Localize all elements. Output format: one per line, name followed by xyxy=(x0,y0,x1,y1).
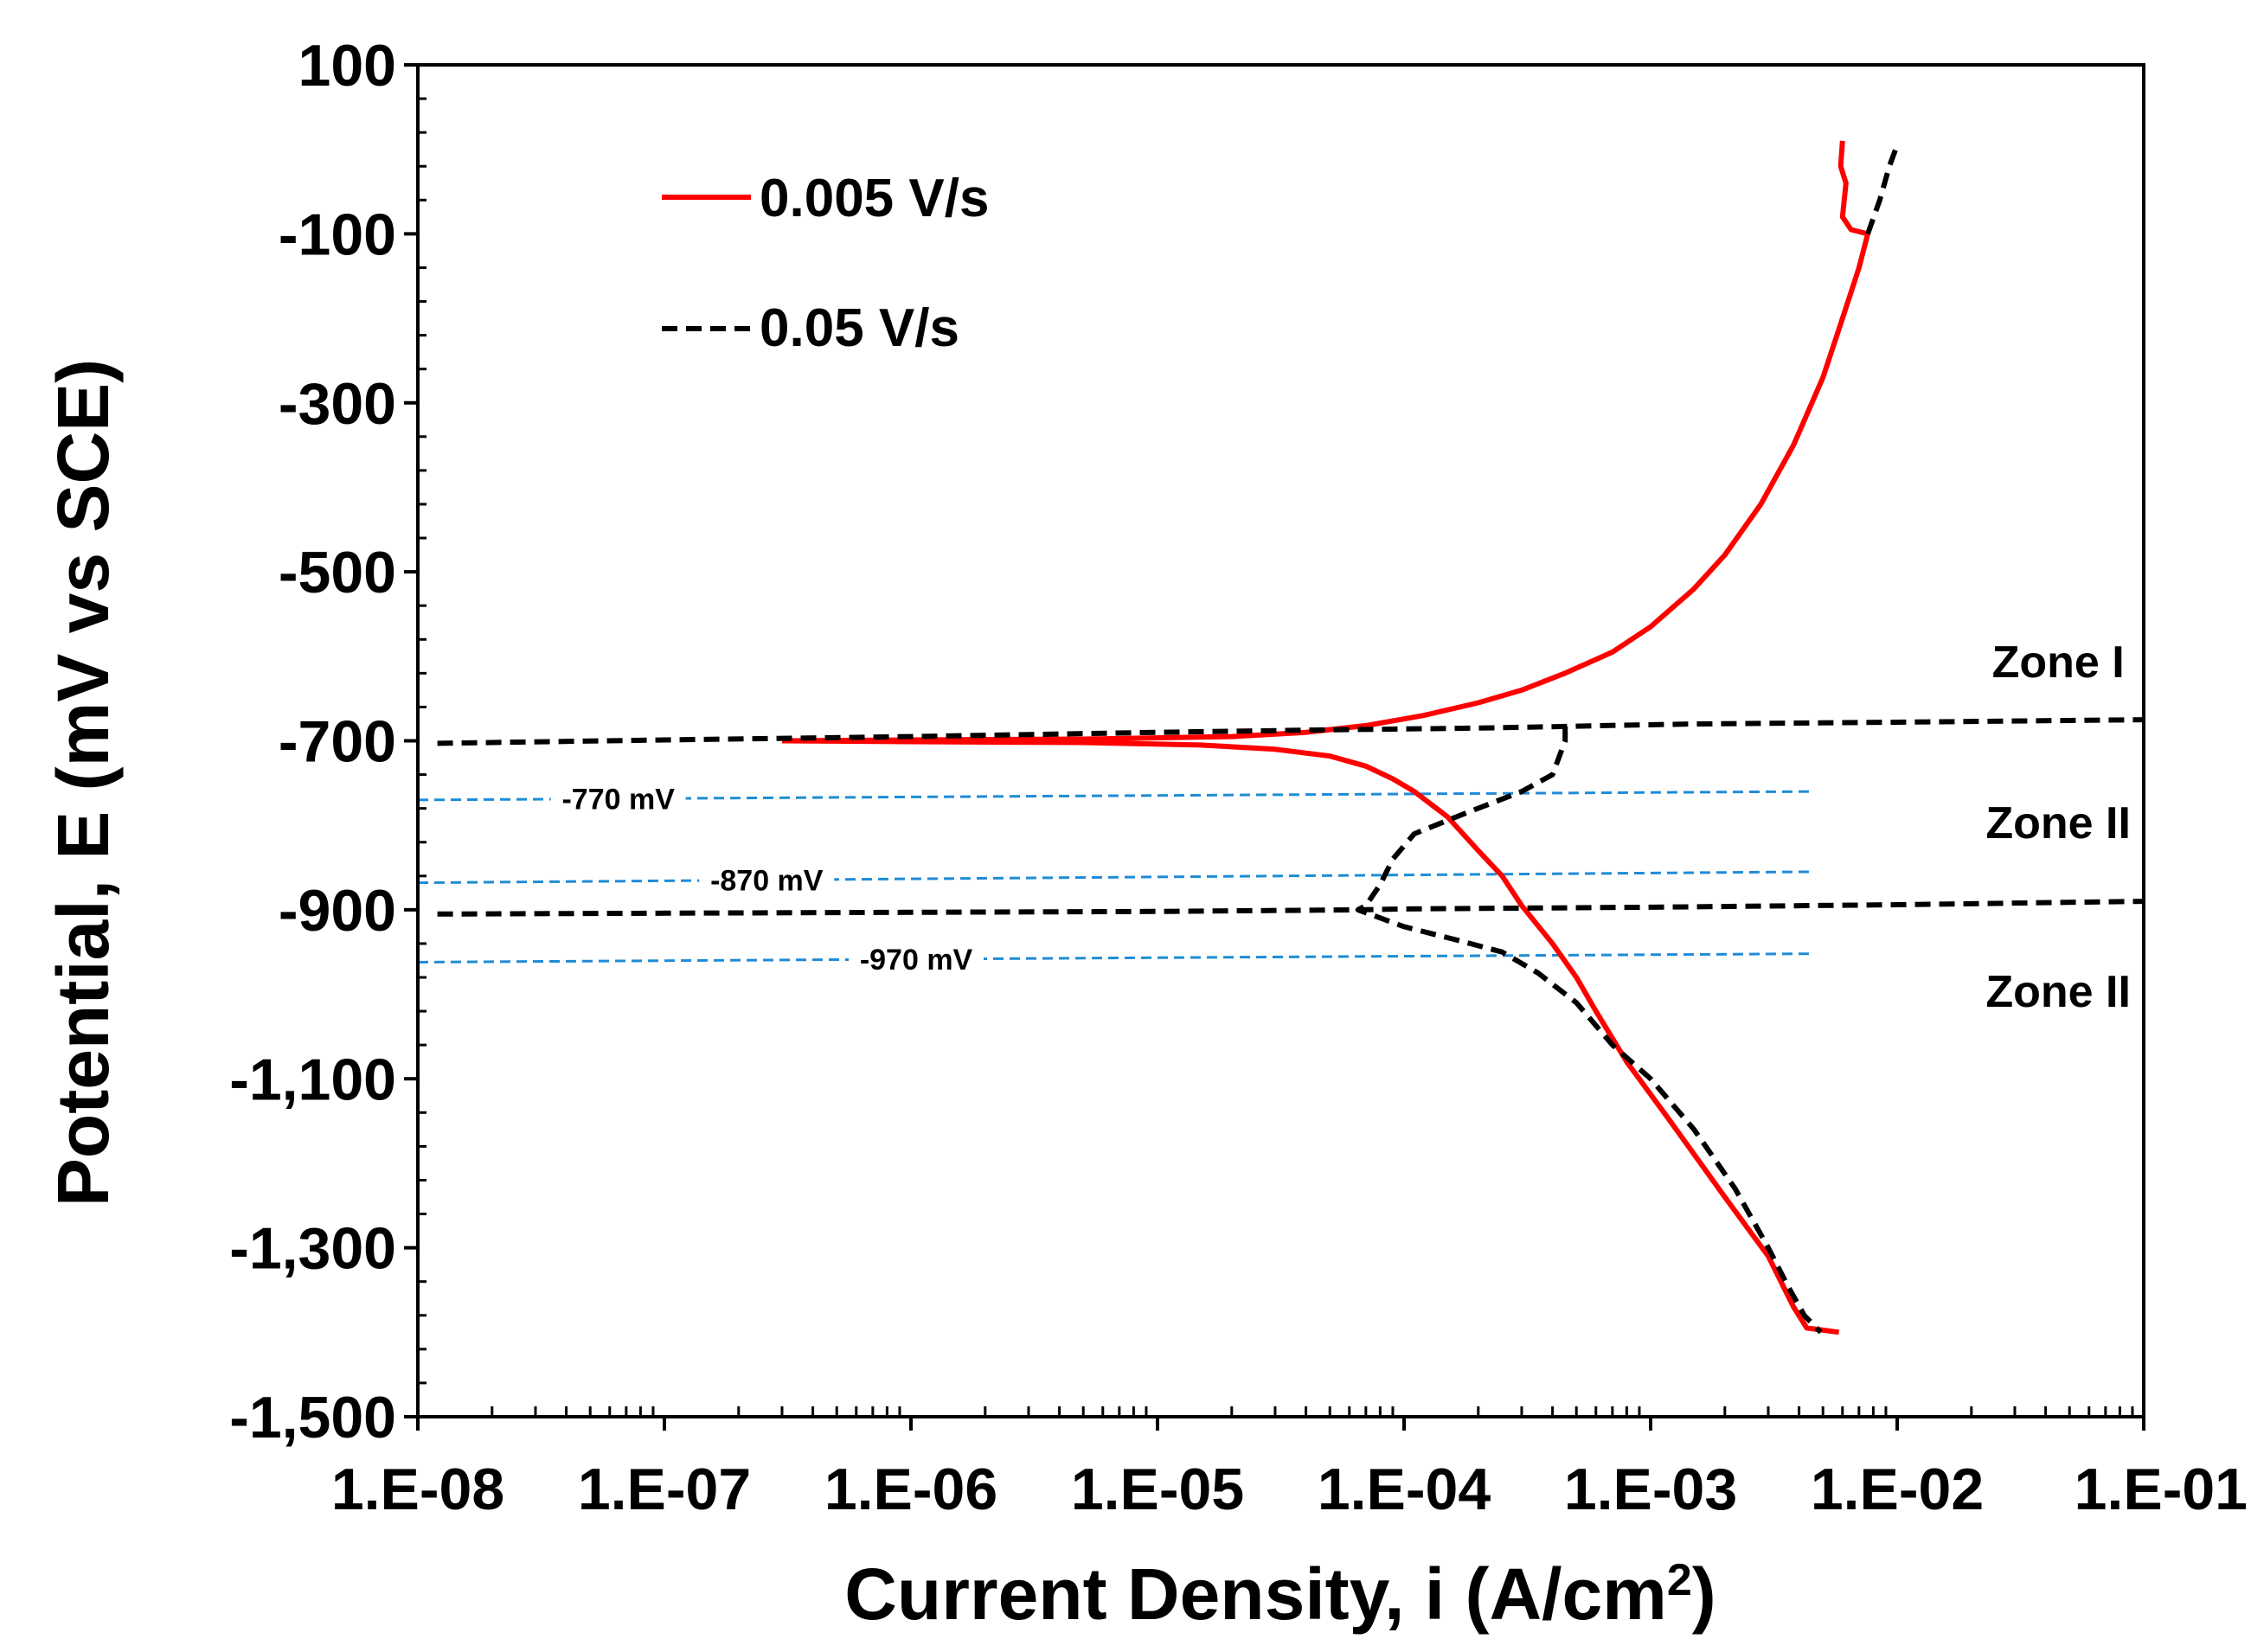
guide-label-background xyxy=(699,861,835,898)
y-tick-label: -700 xyxy=(279,709,396,775)
x-tick-label: 1.E-07 xyxy=(578,1457,751,1522)
x-axis-title-superscript: 2 xyxy=(1667,1555,1692,1605)
x-tick-label: 1.E-05 xyxy=(1071,1457,1244,1522)
series-line-005 xyxy=(437,717,2145,746)
x-tick-label: 1.E-06 xyxy=(824,1457,997,1522)
legend-label-005: 0.05 V/s xyxy=(760,298,959,358)
legend-label-0005: 0.005 V/s xyxy=(760,169,989,228)
zone-label: Zone I xyxy=(1992,637,2125,688)
x-tick-label: 1.E-01 xyxy=(2075,1457,2248,1522)
legend: 0.005 V/s 0.05 V/s xyxy=(662,169,989,358)
guide-label: -770 mV xyxy=(561,783,675,816)
y-tick-label: -1,100 xyxy=(229,1047,396,1112)
y-tick-label: -1,500 xyxy=(229,1385,396,1450)
y-tick-label: -900 xyxy=(279,878,396,944)
x-axis-title-main: Current Density, i (A/cm xyxy=(844,1553,1667,1635)
x-tick-label: 1.E-04 xyxy=(1318,1457,1491,1522)
guide-label-background xyxy=(849,939,984,976)
y-tick-labels: 100 -100 -300 -500 -700 -900 -1,100 -1,300 -1,50… xyxy=(229,33,396,1450)
guide-line xyxy=(417,870,1812,885)
x-axis-title-end: ) xyxy=(1692,1553,1716,1635)
y-tick-label: -300 xyxy=(279,371,396,437)
x-axis-title: Current Density, i (A/cm2) xyxy=(844,1553,1716,1635)
series-group xyxy=(437,140,2145,1335)
guide-label-background xyxy=(550,779,686,816)
x-tick-label: 1.E-08 xyxy=(331,1457,504,1522)
y-axis-title: Potential, E (mV vs SCE) xyxy=(42,359,124,1207)
guide-label: -970 mV xyxy=(860,944,973,976)
series-line-005 xyxy=(437,899,2145,917)
guide-line xyxy=(417,952,1812,964)
guide-lines: -770 mV -870 mV -970 mV xyxy=(417,779,1812,976)
x-tick-labels: 1.E-08 1.E-07 1.E-06 1.E-05 1.E-04 1.E-03 1.E-… xyxy=(331,1457,2248,1522)
y-tick-label: -100 xyxy=(279,202,396,267)
x-tick-label: 1.E-02 xyxy=(1811,1457,1984,1522)
guide-label: -870 mV xyxy=(710,864,824,897)
y-tick-label: 100 xyxy=(298,33,396,99)
series-line-0005 xyxy=(781,140,1870,744)
axis-ticks xyxy=(404,63,2145,1431)
zone-labels: Zone I Zone II Zone II xyxy=(1985,637,2131,1017)
y-tick-label: -1,300 xyxy=(229,1216,396,1282)
series-line-0005 xyxy=(781,738,1839,1335)
y-tick-label: -500 xyxy=(279,540,396,605)
x-tick-label: 1.E-03 xyxy=(1564,1457,1737,1522)
series-line-005 xyxy=(1865,144,1900,235)
zone-label: Zone II xyxy=(1985,967,2131,1017)
zone-label: Zone II xyxy=(1985,798,2131,848)
series-line-005 xyxy=(1355,726,1823,1335)
